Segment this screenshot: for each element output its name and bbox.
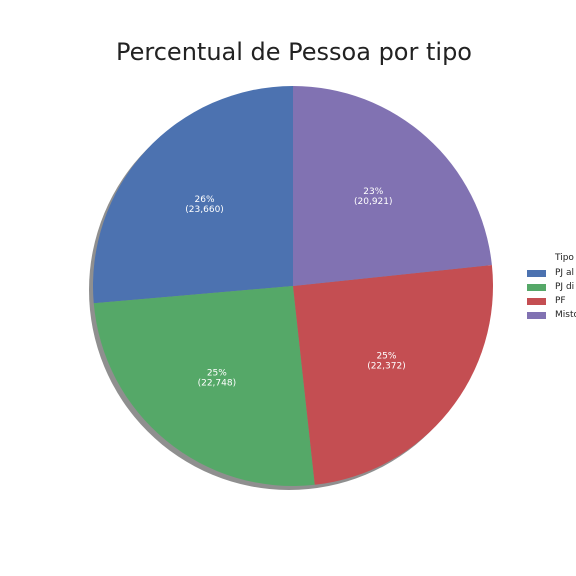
legend-item: PF [527, 294, 576, 308]
legend-swatch [527, 297, 546, 305]
legend-swatch [527, 283, 546, 291]
legend-swatch [527, 269, 546, 277]
legend-swatch [527, 311, 546, 319]
legend-label: PJ di [555, 282, 575, 292]
legend-item: PJ al [527, 266, 576, 280]
chart-title: Percentual de Pessoa por tipo [116, 38, 472, 66]
pie-slice [293, 264, 494, 485]
legend-item: PJ di [527, 280, 576, 294]
slice-label: 23% (20,921) [354, 187, 393, 207]
slice-label: 25% (22,372) [367, 351, 406, 371]
pie-slice [293, 86, 492, 286]
legend: Tipo PJ al PJ di PF Misto [527, 253, 576, 322]
slice-label: 25% (22,748) [198, 369, 237, 389]
legend-label: Misto [555, 310, 576, 320]
legend-items: PJ al PJ di PF Misto [527, 266, 576, 322]
legend-item: Misto [527, 308, 576, 322]
slice-label: 26% (23,660) [185, 195, 224, 215]
pie-slice [93, 286, 315, 486]
legend-title: Tipo [555, 253, 574, 263]
legend-label: PF [555, 296, 566, 306]
pie-slice [93, 86, 293, 304]
legend-label: PJ al [555, 268, 574, 278]
